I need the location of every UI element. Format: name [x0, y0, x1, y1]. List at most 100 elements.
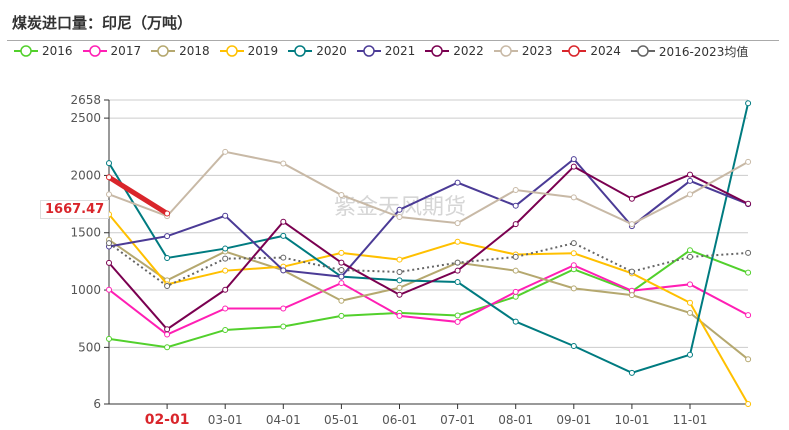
- series-line-2018: [108, 239, 749, 361]
- data-point: [280, 305, 287, 312]
- x-tick-label: 05-01: [324, 413, 359, 427]
- data-point: [106, 191, 112, 198]
- legend-label: 2023: [521, 44, 553, 58]
- legend-marker-icon: [425, 45, 450, 57]
- data-point: [687, 191, 693, 198]
- data-point: [687, 309, 693, 316]
- x-tick-label: 10-01: [614, 413, 649, 427]
- divider: [7, 40, 779, 41]
- y-tick-label: 500: [78, 340, 101, 354]
- legend-item-2016[interactable]: 2016: [14, 44, 73, 58]
- data-point: [396, 277, 403, 284]
- data-point: [222, 245, 229, 252]
- data-point: [106, 240, 112, 247]
- data-point: [454, 318, 461, 325]
- data-point: [164, 210, 171, 217]
- data-point: [396, 312, 403, 319]
- data-point: [512, 253, 519, 260]
- series-line-2019: [108, 213, 749, 405]
- data-point: [512, 293, 519, 300]
- data-point: [570, 163, 577, 170]
- data-point: [745, 356, 752, 363]
- legend-label: 2017: [110, 44, 142, 58]
- legend-item-2023[interactable]: 2023: [493, 44, 553, 58]
- data-point: [338, 312, 345, 319]
- data-point: [106, 160, 112, 167]
- legend-marker-icon: [562, 45, 587, 57]
- legend-marker-icon: [356, 45, 381, 57]
- data-point: [396, 291, 403, 298]
- data-point: [570, 156, 577, 163]
- data-point: [106, 259, 112, 266]
- x-tick-label: 11-01: [673, 413, 708, 427]
- data-point: [396, 206, 403, 213]
- data-point: [687, 177, 693, 184]
- last-value-label: 1667.47: [40, 200, 110, 219]
- data-point: [222, 305, 229, 312]
- y-tick-label: 2500: [70, 111, 101, 125]
- legend-item-2018[interactable]: 2018: [151, 44, 210, 58]
- data-point: [280, 218, 287, 225]
- legend-item-2017[interactable]: 2017: [82, 44, 142, 58]
- legend-item-2021[interactable]: 2021: [356, 44, 415, 58]
- data-point: [338, 192, 345, 199]
- legend: 2016 2017 2018 2019 2020 2021 2022 2023 2024 2016…: [14, 42, 748, 60]
- legend-marker-icon: [493, 45, 518, 57]
- legend-marker-icon: [14, 45, 38, 57]
- legend-label: 2016-2023均值: [658, 44, 749, 59]
- data-point: [687, 247, 693, 254]
- legend-marker-icon: [630, 45, 655, 57]
- data-point: [106, 286, 112, 293]
- data-point: [512, 202, 519, 209]
- data-point: [570, 240, 577, 247]
- legend-label: 2018: [179, 44, 210, 58]
- data-point: [338, 297, 345, 304]
- legend-label: 2024: [590, 44, 621, 58]
- data-point: [164, 233, 171, 240]
- data-point: [745, 312, 752, 319]
- data-point: [687, 281, 693, 288]
- data-point: [454, 312, 461, 319]
- legend-item-2022[interactable]: 2022: [425, 44, 484, 58]
- y-tick-label: 2000: [70, 168, 101, 182]
- legend-label: 2020: [316, 44, 347, 58]
- y-tick-label: 1000: [70, 283, 101, 297]
- data-point: [570, 250, 577, 257]
- data-point: [687, 171, 693, 178]
- series-line-2016: [108, 249, 749, 349]
- data-point: [222, 212, 229, 219]
- data-point: [745, 249, 752, 256]
- data-point: [396, 256, 403, 263]
- data-point: [280, 160, 287, 167]
- series-line-2024: [107, 175, 169, 216]
- data-point: [396, 214, 403, 221]
- data-point: [280, 267, 287, 274]
- data-point: [745, 401, 752, 407]
- y-tick-label: 1500: [70, 226, 101, 240]
- data-point: [164, 283, 171, 290]
- legend-item-2016-2023均值[interactable]: 2016-2023均值: [630, 43, 749, 60]
- legend-label: 2019: [247, 44, 279, 58]
- data-point: [628, 268, 635, 275]
- data-point: [396, 268, 403, 275]
- data-point: [570, 262, 577, 269]
- series-line-2017: [108, 264, 749, 336]
- legend-item-2019[interactable]: 2019: [219, 44, 279, 58]
- data-point: [454, 238, 461, 245]
- data-point: [512, 267, 519, 274]
- data-point: [454, 267, 461, 274]
- data-point: [338, 259, 345, 266]
- data-point: [454, 179, 461, 186]
- data-point: [745, 100, 752, 107]
- data-point: [106, 174, 112, 181]
- data-point: [687, 351, 693, 358]
- y-tick-label: 6: [93, 397, 101, 411]
- data-point: [570, 285, 577, 292]
- data-point: [280, 323, 287, 330]
- legend-item-2020[interactable]: 2020: [288, 44, 347, 58]
- data-point: [512, 288, 519, 295]
- x-tick-label: 04-01: [266, 413, 301, 427]
- legend-item-2024[interactable]: 2024: [562, 44, 621, 58]
